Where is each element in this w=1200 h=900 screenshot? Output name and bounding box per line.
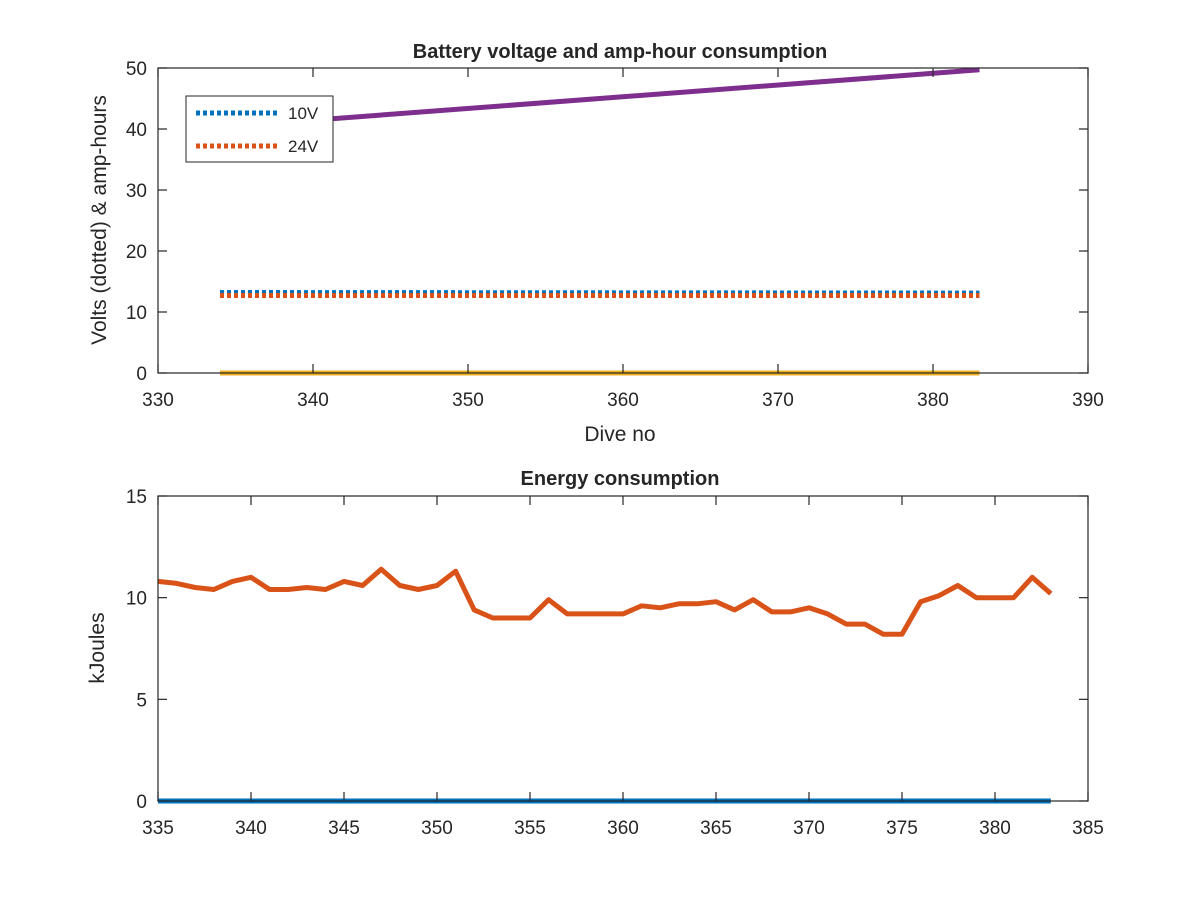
top-y-tick-label: 10	[126, 303, 147, 324]
bottom-x-tick-label: 380	[979, 818, 1011, 839]
battery-voltage-plot: Battery voltage and amp-hour consumption…	[88, 41, 1104, 446]
bottom-x-tick-label: 355	[514, 818, 546, 839]
bottom-y-tick-label: 10	[126, 589, 147, 610]
top-y-tick-label: 30	[126, 181, 147, 202]
bottom-y-axis-label: kJoules	[86, 612, 109, 683]
top-series-line-3	[219, 67, 980, 130]
bottom-x-tick-label: 340	[235, 818, 267, 839]
bottom-x-tick-label: 350	[421, 818, 453, 839]
bottom-x-tick-label: 345	[328, 818, 360, 839]
energy-consumption-plot: Energy consumption 335 340 345 350 355 360 365…	[86, 468, 1104, 839]
bottom-x-tick-label: 335	[142, 818, 174, 839]
bottom-axes-box	[157, 495, 1089, 802]
top-chart-title: Battery voltage and amp-hour consumption	[413, 41, 827, 63]
top-x-tick-label: 380	[917, 390, 949, 411]
top-y-tick-label: 40	[126, 120, 147, 141]
bottom-x-tick-label: 375	[886, 818, 918, 839]
top-y-tick-label: 20	[126, 242, 147, 263]
bottom-chart-title: Energy consumption	[521, 468, 720, 490]
legend: 10V 24V	[185, 95, 334, 163]
top-x-tick-label: 340	[297, 390, 329, 411]
legend-box	[185, 95, 334, 163]
bottom-y-tick-label: 5	[136, 690, 147, 711]
top-y-axis-label: Volts (dotted) & amp-hours	[88, 95, 111, 345]
top-x-tick-label: 390	[1072, 390, 1104, 411]
top-x-tick-label: 370	[762, 390, 794, 411]
legend-label-24v: 24V	[288, 137, 319, 156]
top-series-group	[219, 67, 980, 376]
top-x-axis-label: Dive no	[584, 423, 655, 446]
bottom-x-tick-label: 365	[700, 818, 732, 839]
top-y-tick-label: 0	[136, 364, 147, 385]
top-x-tick-label: 360	[607, 390, 639, 411]
bottom-x-tick-label: 385	[1072, 818, 1104, 839]
bottom-series-group	[157, 566, 1053, 804]
legend-label-10v: 10V	[288, 104, 319, 123]
bottom-x-tick-label: 370	[793, 818, 825, 839]
bottom-y-tick-label: 15	[126, 487, 147, 508]
bottom-y-tick-label: 0	[136, 792, 147, 813]
bottom-ticks-group: 335 340 345 350 355 360 365 370 375 380 385 0 5 10 15	[126, 487, 1104, 839]
top-y-tick-label: 50	[126, 59, 147, 80]
bottom-x-tick-label: 360	[607, 818, 639, 839]
top-x-tick-label: 330	[142, 390, 174, 411]
top-x-tick-label: 350	[452, 390, 484, 411]
top-ticks-group: 330 340 350 360 370 380 390 0 10 20 30 40 50	[126, 59, 1104, 411]
bottom-series-line-0	[157, 566, 1053, 637]
